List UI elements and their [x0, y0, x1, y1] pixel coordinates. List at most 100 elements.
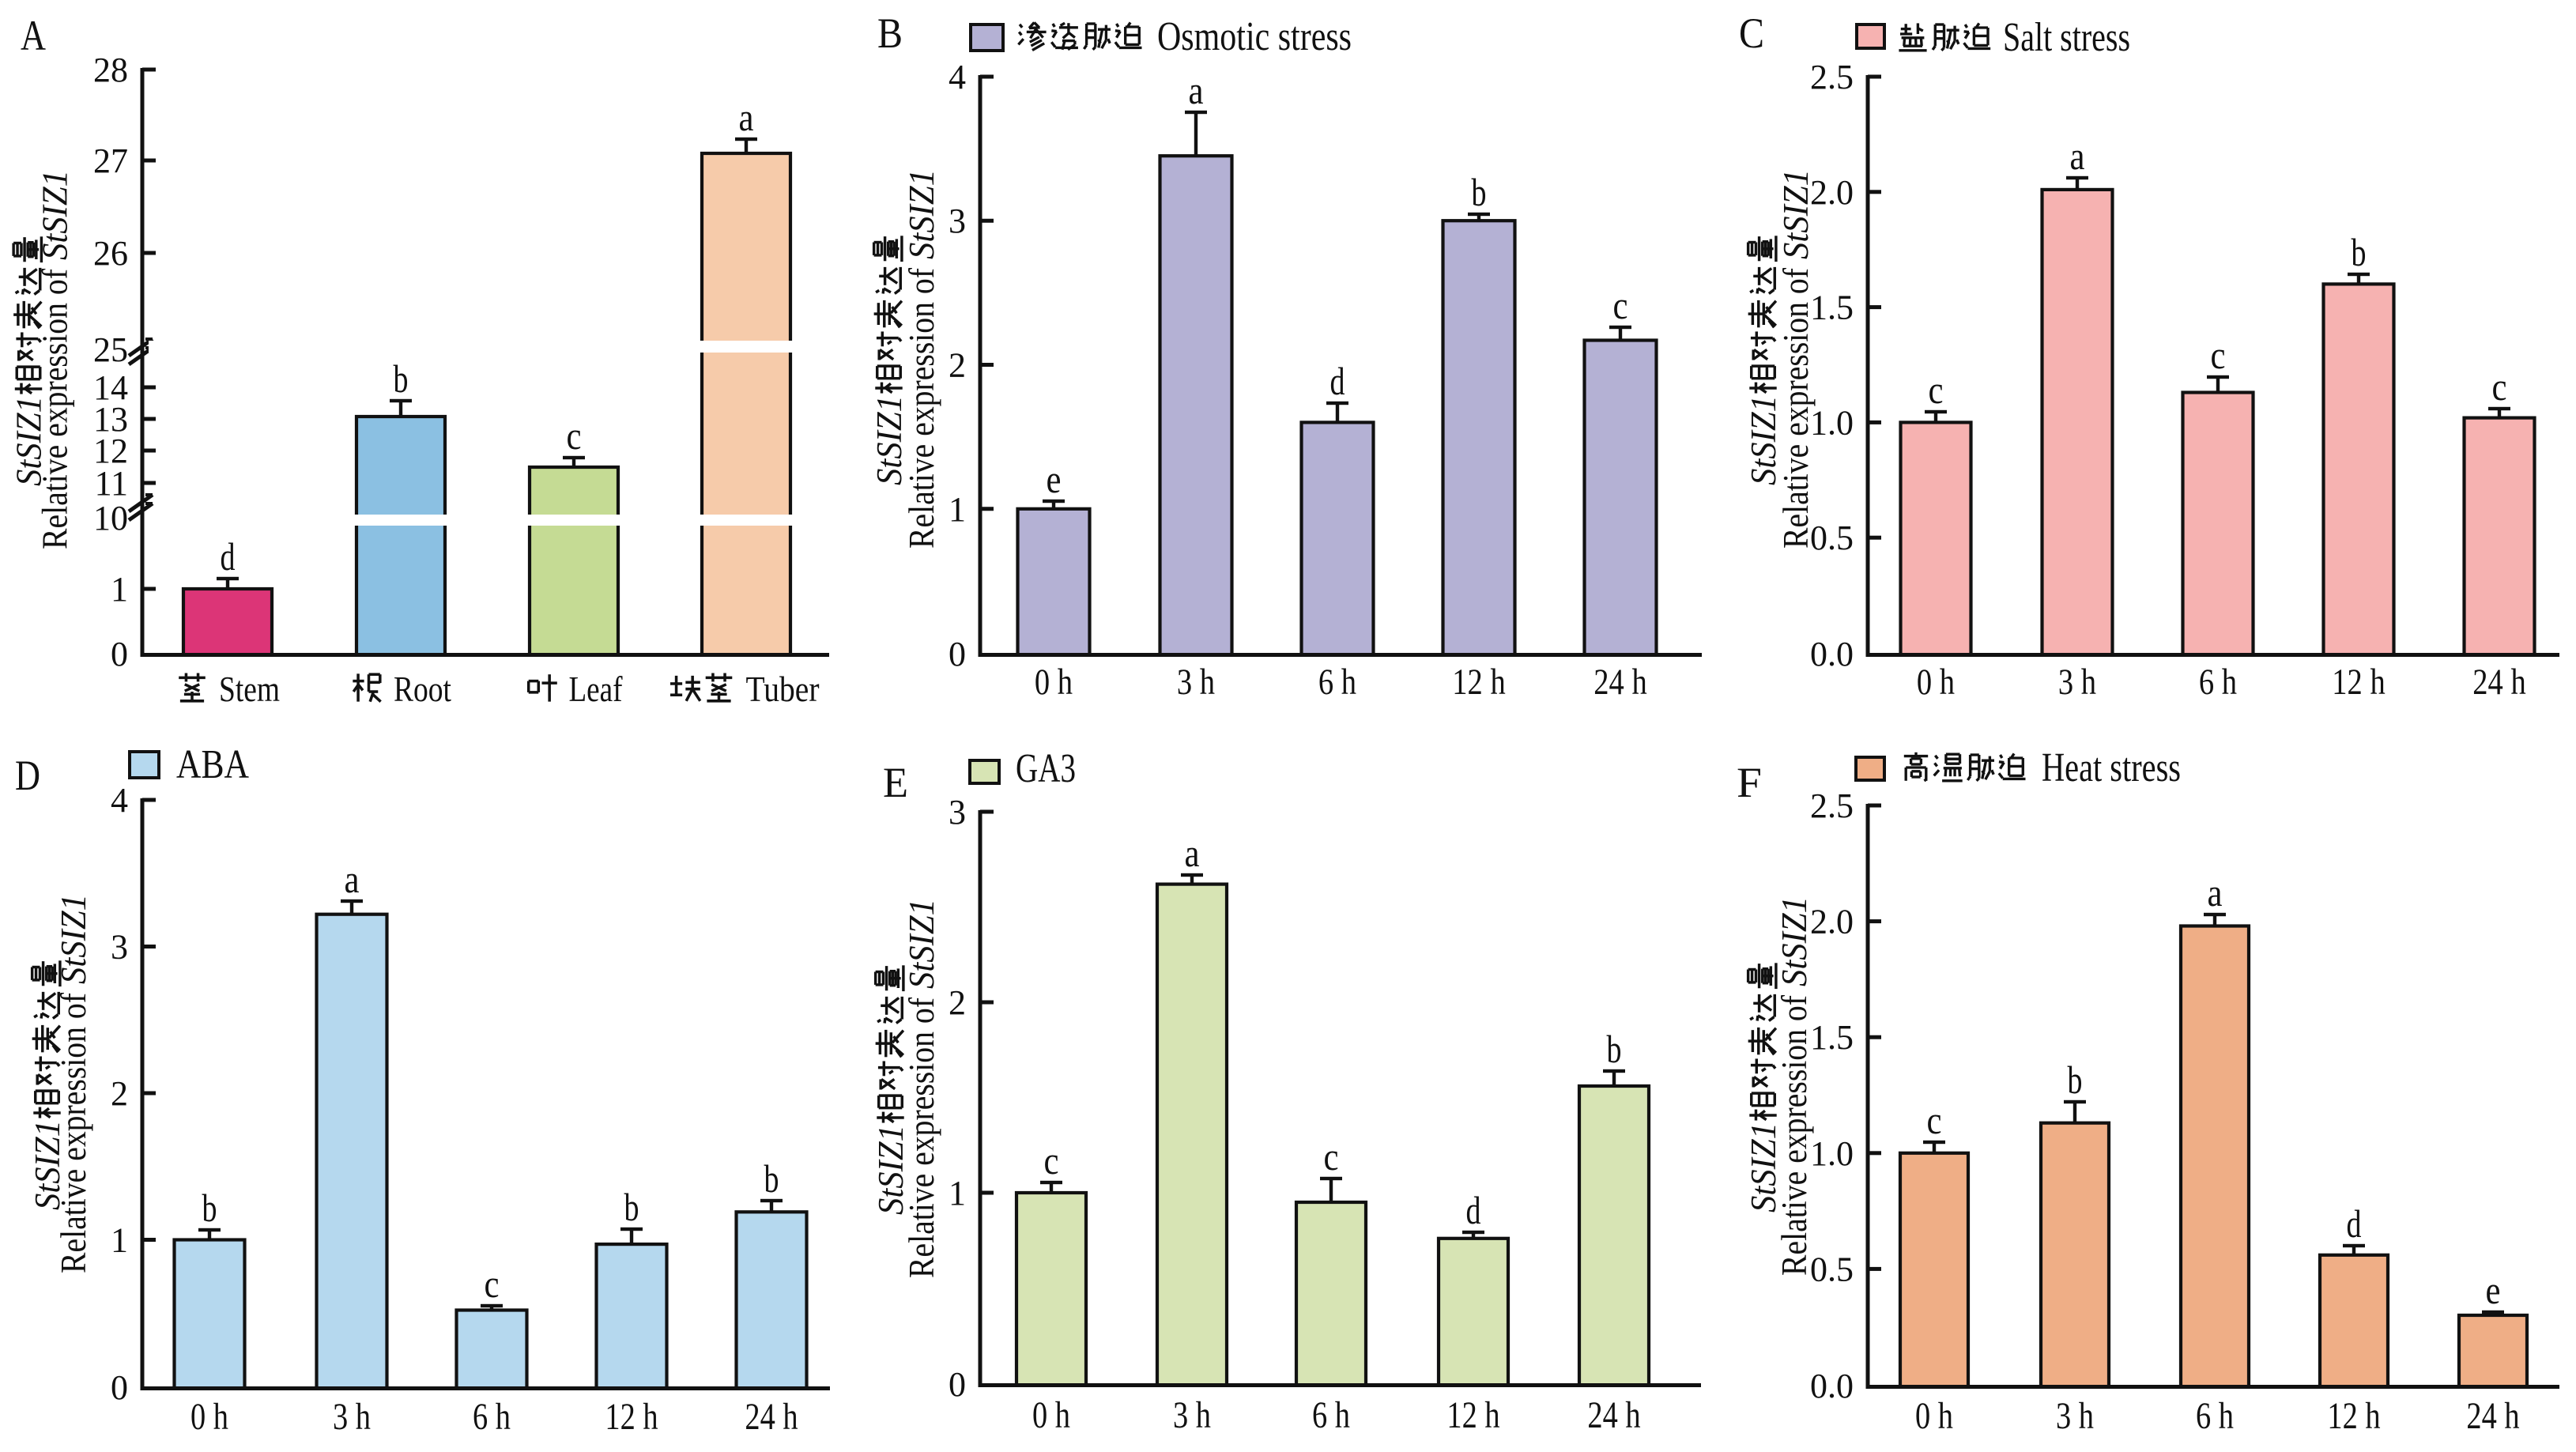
svg-text:3 h: 3 h — [2056, 1395, 2094, 1437]
svg-text:24 h: 24 h — [745, 1396, 798, 1438]
svg-text:StSIZ1: StSIZ1 — [54, 894, 93, 984]
svg-text:0.0: 0.0 — [1810, 1367, 1854, 1405]
svg-text:2.5: 2.5 — [1810, 786, 1854, 825]
svg-text:GA3: GA3 — [1016, 746, 1076, 791]
svg-text:F: F — [1737, 759, 1762, 806]
svg-text:Stem: Stem — [219, 669, 280, 709]
svg-text:a: a — [2208, 870, 2223, 915]
svg-text:B: B — [877, 9, 903, 57]
svg-text:3: 3 — [949, 793, 966, 832]
svg-text:d: d — [2347, 1201, 2362, 1246]
svg-text:StSIZ1: StSIZ1 — [902, 899, 941, 989]
svg-text:a: a — [739, 95, 754, 139]
svg-text:StSIZ1: StSIZ1 — [902, 169, 941, 259]
svg-text:1: 1 — [111, 570, 128, 609]
svg-text:3 h: 3 h — [1173, 1394, 1211, 1436]
svg-text:Relative expression of: Relative expression of — [1775, 995, 1814, 1276]
svg-text:3: 3 — [111, 928, 128, 967]
svg-text:b: b — [764, 1156, 779, 1201]
svg-text:3 h: 3 h — [2058, 662, 2096, 703]
svg-text:c: c — [485, 1262, 500, 1306]
svg-text:1.5: 1.5 — [1810, 1018, 1854, 1057]
svg-text:StSIZ1: StSIZ1 — [1744, 395, 1783, 485]
svg-text:StSIZ1: StSIZ1 — [1776, 169, 1816, 259]
svg-text:Root: Root — [394, 669, 451, 709]
svg-text:c: c — [2211, 333, 2226, 377]
svg-text:1: 1 — [111, 1221, 128, 1260]
svg-text:27: 27 — [93, 141, 128, 180]
svg-text:c: c — [2492, 364, 2507, 409]
svg-text:0 h: 0 h — [1032, 1394, 1070, 1436]
svg-text:12 h: 12 h — [2327, 1395, 2380, 1437]
svg-text:0: 0 — [111, 635, 128, 673]
svg-text:ABA: ABA — [176, 742, 249, 787]
svg-text:StSIZ1: StSIZ1 — [28, 1120, 67, 1210]
svg-text:a: a — [345, 857, 360, 901]
svg-text:3 h: 3 h — [1177, 662, 1215, 703]
svg-text:24 h: 24 h — [1587, 1394, 1640, 1436]
svg-text:25: 25 — [93, 330, 128, 369]
svg-text:12 h: 12 h — [605, 1396, 658, 1438]
svg-text:StSIZ1: StSIZ1 — [36, 170, 75, 260]
svg-text:b: b — [202, 1186, 217, 1230]
svg-text:Leaf: Leaf — [569, 669, 623, 709]
svg-text:C: C — [1739, 9, 1764, 57]
svg-text:b: b — [624, 1185, 639, 1229]
svg-text:StSIZ1: StSIZ1 — [1744, 1122, 1783, 1213]
svg-text:a: a — [1189, 68, 1204, 112]
svg-text:6 h: 6 h — [473, 1396, 511, 1438]
svg-text:2.0: 2.0 — [1810, 903, 1854, 941]
svg-text:b: b — [394, 356, 409, 401]
svg-text:1.0: 1.0 — [1810, 1134, 1854, 1173]
svg-text:3: 3 — [949, 202, 966, 240]
svg-text:1.0: 1.0 — [1810, 403, 1854, 442]
svg-text:4: 4 — [111, 781, 128, 820]
svg-text:Osmotic stress: Osmotic stress — [1157, 14, 1352, 59]
svg-text:b: b — [1607, 1027, 1622, 1071]
svg-text:e: e — [1047, 457, 1062, 501]
svg-text:A: A — [21, 12, 46, 59]
svg-text:StSIZ1: StSIZ1 — [1775, 896, 1814, 986]
svg-text:6 h: 6 h — [2199, 662, 2237, 703]
svg-text:d: d — [1330, 359, 1345, 403]
svg-text:c: c — [567, 413, 582, 458]
svg-text:2: 2 — [949, 983, 966, 1022]
svg-text:0.0: 0.0 — [1810, 635, 1854, 673]
svg-text:0 h: 0 h — [1917, 662, 1955, 703]
svg-text:12 h: 12 h — [1452, 662, 1505, 703]
svg-text:StSIZ1: StSIZ1 — [9, 396, 49, 486]
svg-text:Tuber: Tuber — [746, 669, 820, 709]
svg-text:0 h: 0 h — [1915, 1395, 1953, 1437]
svg-text:StSIZ1: StSIZ1 — [871, 1125, 911, 1215]
svg-text:b: b — [2352, 230, 2367, 274]
svg-text:b: b — [1472, 170, 1487, 214]
svg-text:E: E — [883, 759, 908, 806]
svg-text:24 h: 24 h — [2472, 662, 2525, 703]
svg-text:c: c — [1927, 1098, 1942, 1142]
svg-text:Salt stress: Salt stress — [2003, 15, 2130, 60]
svg-text:24 h: 24 h — [2466, 1395, 2519, 1437]
svg-text:2.0: 2.0 — [1810, 173, 1854, 212]
svg-text:0: 0 — [949, 635, 966, 673]
svg-text:4: 4 — [949, 58, 966, 96]
svg-text:2: 2 — [111, 1074, 128, 1113]
svg-text:0: 0 — [949, 1365, 966, 1404]
svg-text:Heat stress: Heat stress — [2042, 745, 2181, 790]
svg-text:Relative expression of: Relative expression of — [902, 268, 941, 549]
svg-text:0.5: 0.5 — [1810, 1250, 1854, 1288]
svg-text:28: 28 — [93, 51, 128, 89]
svg-text:2: 2 — [949, 346, 966, 385]
svg-text:0: 0 — [111, 1368, 128, 1407]
svg-text:13: 13 — [93, 400, 128, 439]
svg-text:1.5: 1.5 — [1810, 289, 1854, 327]
svg-text:2.5: 2.5 — [1810, 58, 1854, 96]
svg-text:6 h: 6 h — [1318, 662, 1356, 703]
svg-text:12: 12 — [93, 432, 128, 470]
svg-text:6 h: 6 h — [1312, 1394, 1350, 1436]
svg-text:c: c — [1324, 1134, 1339, 1179]
svg-text:d: d — [221, 534, 236, 579]
svg-text:6 h: 6 h — [2196, 1395, 2234, 1437]
svg-text:Relative expression of: Relative expression of — [36, 269, 75, 549]
svg-text:Relative expression of: Relative expression of — [1776, 268, 1816, 549]
svg-text:e: e — [2486, 1268, 2501, 1312]
